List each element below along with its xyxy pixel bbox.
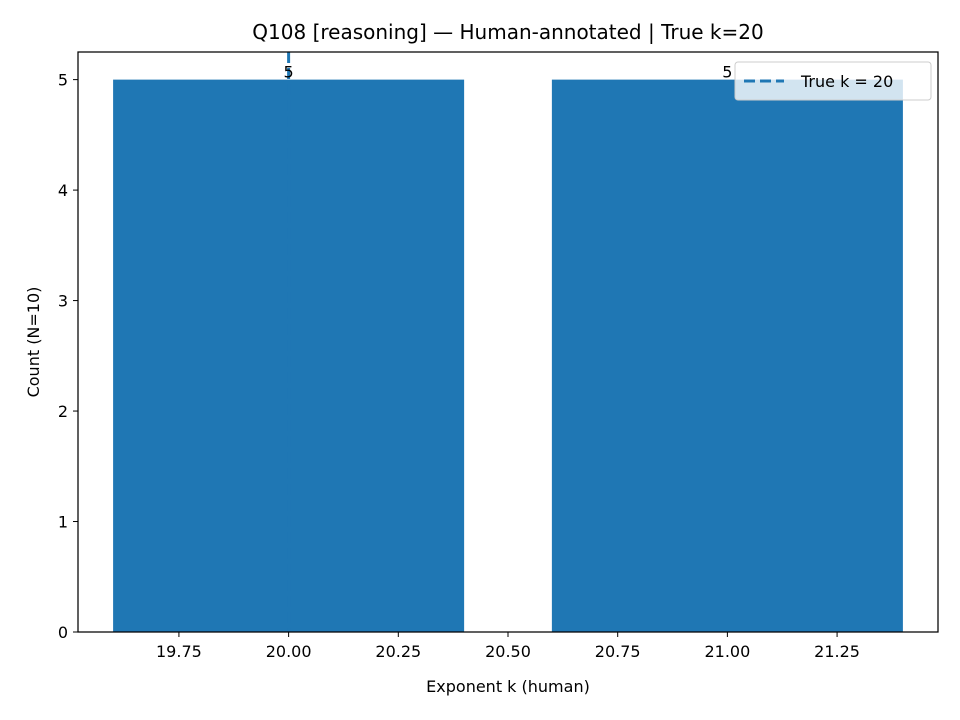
bar-value-label-0: 5 (284, 63, 294, 82)
x-tick-label-3: 20.50 (485, 642, 531, 661)
y-tick-label-4: 4 (58, 181, 68, 200)
bar-1 (551, 79, 903, 633)
legend-entry-label: True k = 20 (800, 72, 893, 91)
x-tick-label-5: 21.00 (704, 642, 750, 661)
x-ticks-group: 19.75 20.00 20.25 20.50 20.75 21.00 21.25 (156, 632, 860, 661)
x-tick-label-6: 21.25 (814, 642, 860, 661)
y-axis-label: Count (N=10) (24, 287, 43, 398)
legend: True k = 20 (734, 61, 932, 101)
y-tick-label-2: 2 (58, 402, 68, 421)
y-ticks-group: 0 1 2 3 4 5 (58, 71, 78, 642)
x-axis-label: Exponent k (human) (426, 677, 590, 696)
x-tick-label-4: 20.75 (595, 642, 641, 661)
y-tick-label-0: 0 (58, 623, 68, 642)
chart-title: Q108 [reasoning] — Human-annotated | Tru… (252, 20, 763, 44)
y-tick-label-5: 5 (58, 71, 68, 90)
y-tick-label-1: 1 (58, 513, 68, 532)
bar-value-label-1: 5 (722, 63, 732, 82)
x-tick-label-1: 20.00 (266, 642, 312, 661)
legend-frame (734, 61, 932, 101)
x-tick-label-2: 20.25 (375, 642, 421, 661)
y-tick-label-3: 3 (58, 292, 68, 311)
x-tick-label-0: 19.75 (156, 642, 202, 661)
